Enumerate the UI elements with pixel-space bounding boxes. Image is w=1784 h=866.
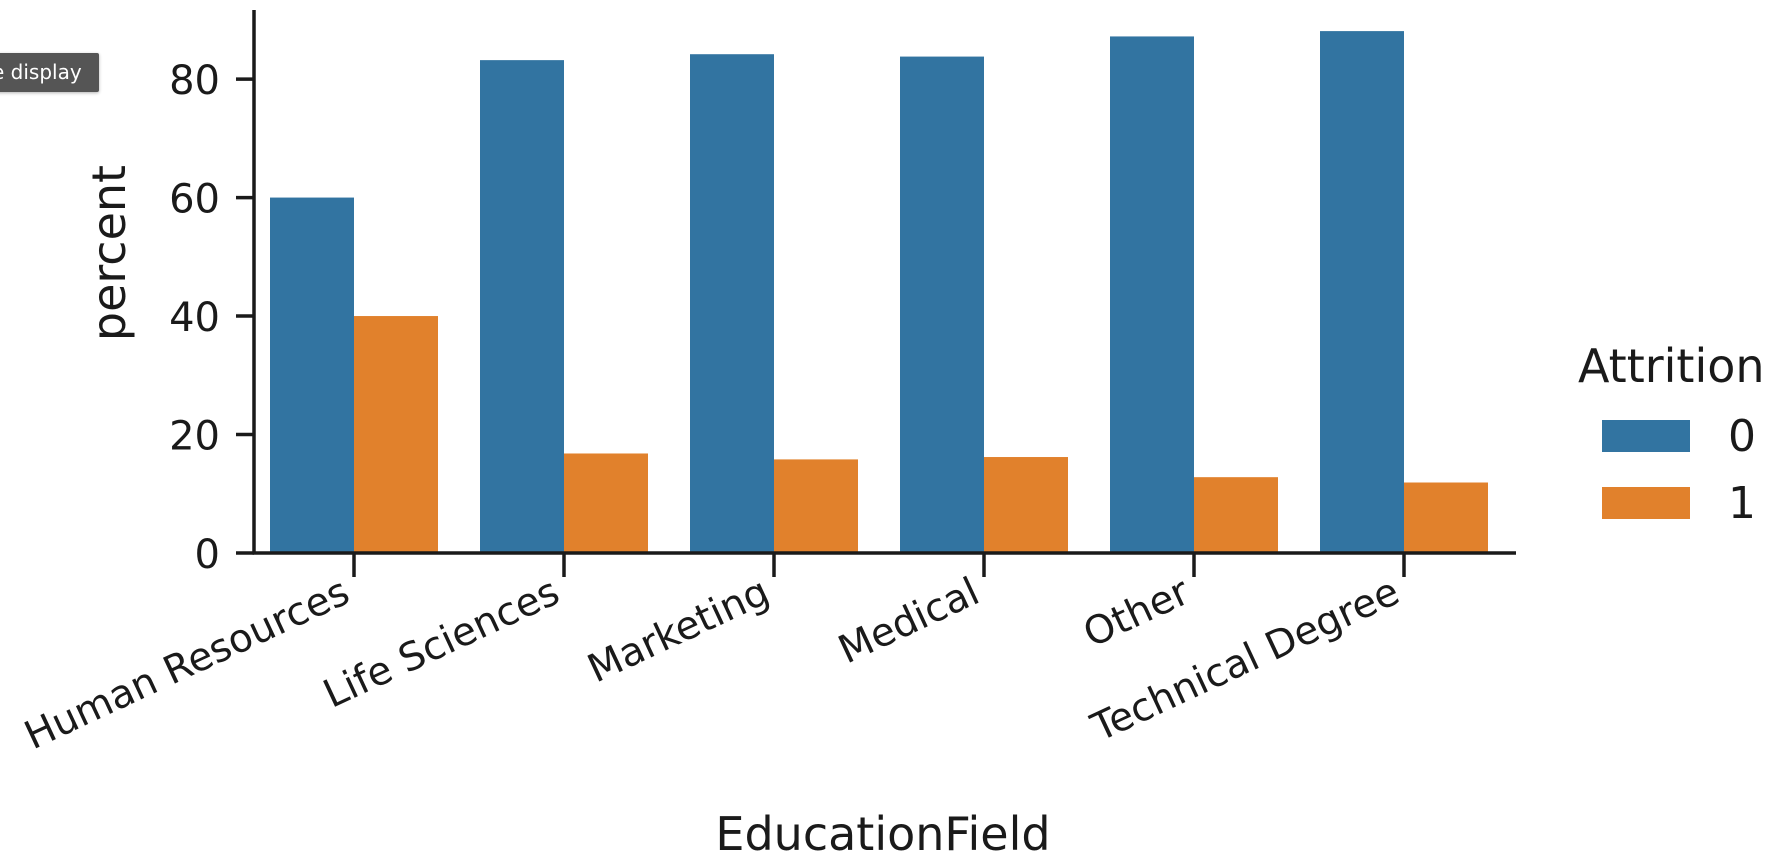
bar-other-attrition-0	[1110, 36, 1194, 553]
bar-medical-attrition-1	[984, 457, 1068, 553]
bar-technical-degree-attrition-1	[1404, 482, 1488, 553]
x-tick-label-life-sciences: Life Sciences	[317, 569, 566, 717]
y-tick-label-0: 0	[195, 532, 220, 578]
x-tick-label-human-resources: Human Resources	[18, 569, 356, 759]
legend-swatch-0	[1602, 420, 1690, 452]
y-tick-label-80: 80	[169, 58, 220, 104]
x-tick-label-marketing: Marketing	[581, 569, 776, 692]
y-axis-label: percent	[82, 165, 136, 341]
bar-technical-degree-attrition-0	[1320, 31, 1404, 553]
legend: Attrition 0 1	[1578, 339, 1765, 529]
legend-label-0: 0	[1728, 411, 1756, 462]
bar-marketing-attrition-0	[690, 54, 774, 554]
y-tick-label-20: 20	[169, 414, 220, 460]
x-tick-label-medical: Medical	[832, 569, 986, 673]
bar-life-sciences-attrition-0	[480, 60, 564, 554]
bar-life-sciences-attrition-1	[564, 453, 648, 553]
bar-marketing-attrition-1	[774, 459, 858, 553]
legend-label-1: 1	[1728, 478, 1756, 529]
x-tick-label-other: Other	[1077, 569, 1197, 657]
legend-swatch-1	[1602, 487, 1690, 519]
bar-human-resources-attrition-0	[270, 197, 354, 553]
y-tick-label-60: 60	[169, 177, 220, 223]
x-axis-label: EducationField	[715, 807, 1050, 861]
bar-human-resources-attrition-1	[354, 316, 438, 553]
tooltip: e display	[0, 53, 99, 92]
bars-layer	[270, 31, 1488, 554]
bar-medical-attrition-0	[900, 56, 984, 554]
y-tick-label-40: 40	[169, 295, 220, 341]
legend-title: Attrition	[1578, 339, 1765, 393]
bar-other-attrition-1	[1194, 477, 1278, 553]
